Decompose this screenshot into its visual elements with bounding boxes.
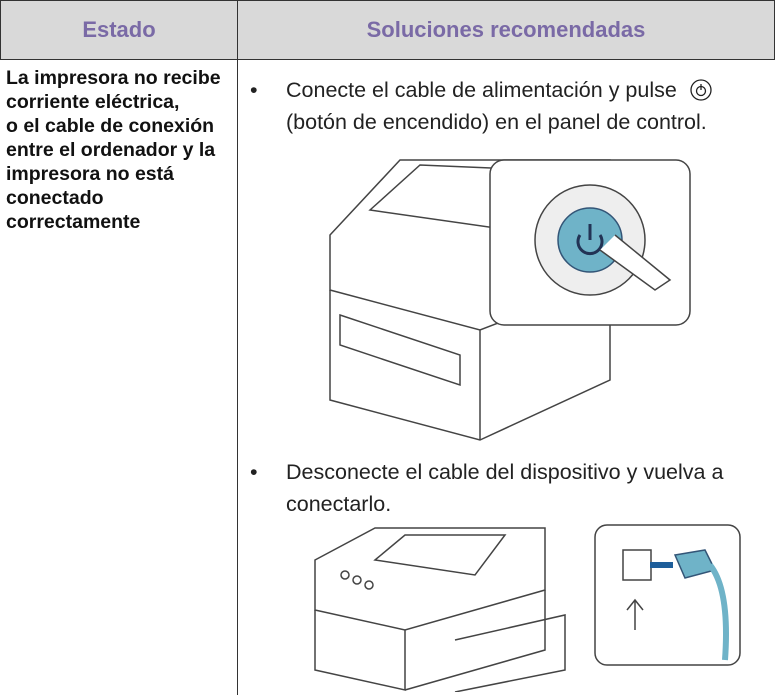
printer-illustration bbox=[329, 159, 691, 441]
bullet-text: Conecte el cable de alimentación y pulse… bbox=[286, 74, 771, 138]
state-text: o el cable de conexión entre el ordenado… bbox=[6, 115, 216, 233]
state-text: La impresora no recibe corriente eléctri… bbox=[6, 67, 221, 113]
bullet-text: Desconecte el cable del dispositivo y vu… bbox=[286, 460, 724, 516]
bullet-dot: • bbox=[250, 78, 258, 102]
header-cell: Soluciones recomendadas bbox=[237, 0, 775, 60]
state-cell: La impresora no recibe corriente eléctri… bbox=[6, 66, 232, 234]
column-divider bbox=[237, 60, 238, 695]
text: Conecte el cable de alimentación y pulse bbox=[286, 78, 677, 102]
bullet-dot: • bbox=[250, 460, 258, 484]
printer-illustration bbox=[314, 524, 741, 692]
text: (botón de encendido) en el panel de cont… bbox=[286, 110, 707, 134]
power-icon bbox=[690, 79, 712, 101]
header-cell: Estado bbox=[0, 0, 237, 60]
